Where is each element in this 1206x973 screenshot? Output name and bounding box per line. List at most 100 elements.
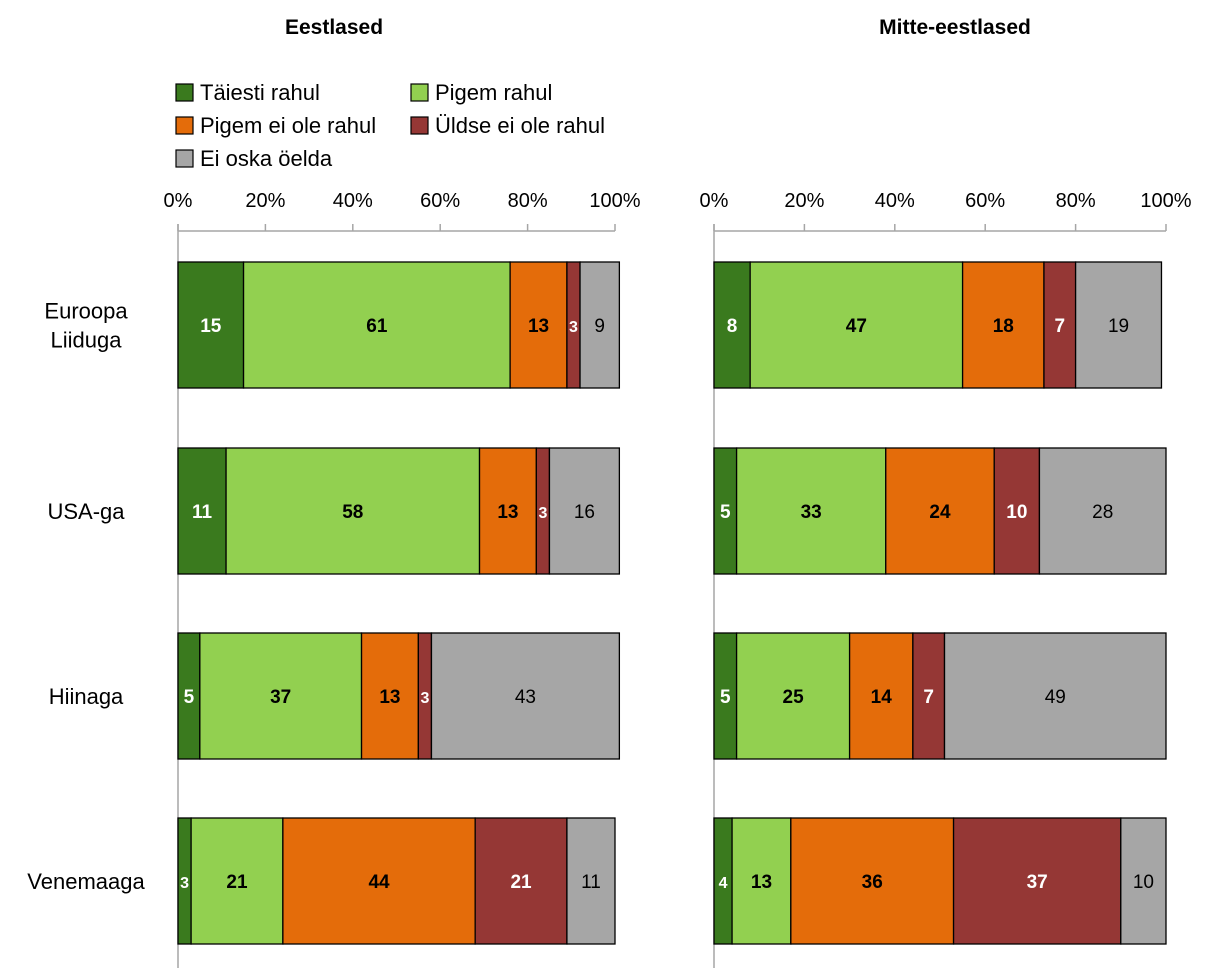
data-label: 5 (720, 502, 731, 523)
bar-segment-usa-ga-pigem-rahul (225, 447, 481, 575)
bar-segment-euroopa-liiduga-taiesti-rahul (713, 261, 751, 389)
bar-segment-hiinaga-pigem-ei-ole-rahul (360, 632, 420, 760)
x-tick-label: 60% (965, 190, 1005, 212)
bar-segment-venemaaga-ei-oska-oelda (566, 817, 616, 945)
data-label: 3 (538, 505, 547, 522)
x-tick-label: 20% (784, 190, 824, 212)
bar-segment-usa-ga-uldse-ei-ole-rahul (993, 447, 1041, 575)
category-label: Euroopa (44, 299, 128, 324)
legend-label: Pigem rahul (435, 80, 552, 105)
bar-segment-hiinaga-pigem-rahul (199, 632, 363, 760)
data-label: 11 (192, 502, 213, 523)
legend-swatch-pigem-rahul (410, 83, 429, 102)
legend-label: Pigem ei ole rahul (200, 113, 376, 138)
legend-swatch-ei-oska-oelda (175, 149, 194, 168)
data-label: 13 (497, 502, 518, 523)
x-tick-label: 60% (420, 190, 460, 212)
legend-swatch-pigem-ei-ole-rahul (175, 116, 194, 135)
data-label: 61 (366, 316, 388, 337)
data-label: 37 (270, 687, 291, 708)
bar-segment-euroopa-liiduga-taiesti-rahul (177, 261, 245, 389)
bar-segment-hiinaga-ei-oska-oelda (430, 632, 621, 760)
category-label: Venemaaga (27, 869, 145, 894)
panel-mitte-eestlased: 0% 20% 40% 60% 80% 100%8 47 18 7 195 33 24 10 285 25 14… (700, 190, 1192, 968)
data-label: 10 (1133, 872, 1154, 893)
data-label: 36 (862, 872, 883, 893)
data-label: 19 (1108, 316, 1129, 337)
data-label: 9 (594, 316, 605, 337)
data-label: 16 (574, 502, 595, 523)
data-label: 7 (1054, 316, 1065, 337)
data-label: 3 (180, 875, 189, 892)
x-tick-label: 0% (700, 190, 729, 212)
data-label: 11 (581, 872, 601, 893)
data-label: 3 (569, 319, 578, 336)
bar-segment-usa-ga-pigem-ei-ole-rahul (478, 447, 537, 575)
data-label: 44 (368, 872, 390, 893)
x-tick-label: 40% (875, 190, 915, 212)
legend-label: Ei oska öelda (200, 146, 333, 171)
data-label: 43 (515, 687, 536, 708)
data-label: 5 (720, 687, 731, 708)
data-label: 58 (342, 502, 363, 523)
data-label: 13 (751, 872, 772, 893)
data-label: 49 (1045, 687, 1066, 708)
bar-segment-venemaaga-pigem-rahul (190, 817, 284, 945)
data-label: 25 (783, 687, 805, 708)
bar-segment-euroopa-liiduga-ei-oska-oelda (579, 261, 621, 389)
category-label: USA-ga (47, 499, 125, 524)
data-label: 8 (727, 316, 738, 337)
bar-segment-euroopa-liiduga-pigem-ei-ole-rahul (961, 261, 1045, 389)
panel-eestlased: 0% 20% 40% 60% 80% 100%15 61 13 3 911 58 13 3 165 37 13… (164, 190, 641, 968)
bar-segment-usa-ga-taiesti-rahul (177, 447, 227, 575)
data-label: 28 (1092, 502, 1113, 523)
data-label: 37 (1027, 872, 1048, 893)
bar-segment-venemaaga-pigem-rahul (731, 817, 792, 945)
bar-segment-euroopa-liiduga-uldse-ei-ole-rahul (1043, 261, 1077, 389)
x-tick-label: 80% (1056, 190, 1096, 212)
data-label: 21 (226, 872, 248, 893)
bar-segment-euroopa-liiduga-ei-oska-oelda (1074, 261, 1163, 389)
bar-segment-hiinaga-ei-oska-oelda (943, 632, 1167, 760)
x-tick-label: 100% (1140, 190, 1191, 212)
data-label: 21 (510, 872, 532, 893)
bar-segment-euroopa-liiduga-pigem-rahul (749, 261, 964, 389)
bar-segment-venemaaga-uldse-ei-ole-rahul (952, 817, 1122, 945)
legend-label: Üldse ei ole rahul (435, 113, 605, 138)
legend-swatch-taiesti-rahul (175, 83, 194, 102)
bar-segment-usa-ga-pigem-rahul (735, 447, 887, 575)
legend-swatch-uldse-ei-ole-rahul (410, 116, 429, 135)
data-label: 18 (993, 316, 1014, 337)
x-tick-label: 0% (164, 190, 193, 212)
data-label: 10 (1006, 502, 1027, 523)
category-labels: Euroopa Liiduga USA-ga Hiinaga Venemaaga (27, 299, 145, 895)
bar-segment-venemaaga-uldse-ei-ole-rahul (474, 817, 568, 945)
x-tick-label: 20% (245, 190, 285, 212)
data-label: 24 (929, 502, 951, 523)
data-label: 7 (923, 687, 934, 708)
bar-segment-usa-ga-ei-oska-oelda (1038, 447, 1167, 575)
x-tick-label: 100% (589, 190, 640, 212)
bar-segment-venemaaga-ei-oska-oelda (1120, 817, 1167, 945)
data-label: 33 (801, 502, 822, 523)
legend: Täiesti rahul Pigem rahul Pigem ei ole rah… (175, 80, 605, 171)
bar-segment-usa-ga-ei-oska-oelda (548, 447, 621, 575)
x-tick-label: 40% (333, 190, 373, 212)
category-label: Hiinaga (49, 684, 124, 709)
data-label: 13 (528, 316, 549, 337)
chart-title-eestlased: Eestlased (285, 16, 383, 39)
bar-segment-venemaaga-pigem-ei-ole-rahul (282, 817, 476, 945)
data-label: 4 (719, 875, 728, 892)
x-tick-label: 80% (508, 190, 548, 212)
bar-segment-hiinaga-pigem-rahul (735, 632, 851, 760)
data-label: 13 (379, 687, 400, 708)
category-label: Liiduga (51, 328, 123, 353)
data-label: 5 (184, 687, 195, 708)
data-label: 15 (200, 316, 222, 337)
legend-label: Täiesti rahul (200, 80, 320, 105)
data-label: 3 (420, 690, 429, 707)
chart-title-mitte-eestlased: Mitte-eestlased (879, 16, 1031, 39)
bar-segment-usa-ga-pigem-ei-ole-rahul (885, 447, 995, 575)
